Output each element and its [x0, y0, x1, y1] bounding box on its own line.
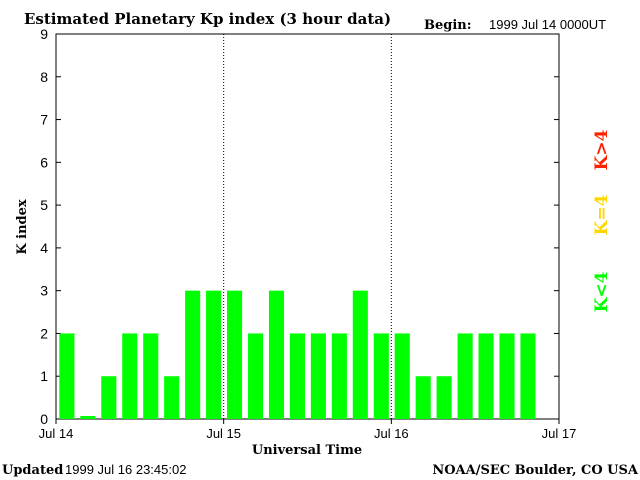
kp-bar	[520, 333, 536, 419]
legend-k-equals-4: K=4	[592, 194, 612, 235]
footer-credit: NOAA/SEC Boulder, CO USA	[432, 463, 639, 478]
x-tick-label: Jul 17	[542, 426, 577, 441]
y-tick-label: 1	[40, 368, 48, 384]
kp-bar	[164, 376, 180, 419]
kp-bar	[478, 333, 494, 419]
kp-bar	[331, 333, 347, 419]
begin-value: 1999 Jul 14 0000UT	[489, 17, 606, 32]
kp-bar	[310, 333, 326, 419]
y-tick-label: 6	[40, 154, 48, 170]
x-tick-label: Jul 16	[374, 426, 409, 441]
begin-label: Begin:	[424, 18, 472, 33]
legend-k-below-4: K<4	[592, 271, 612, 312]
kp-bar	[185, 290, 201, 419]
chart-title: Estimated Planetary Kp index (3 hour dat…	[24, 10, 391, 28]
y-tick-label: 2	[40, 325, 48, 341]
footer-updated-value: 1999 Jul 16 23:45:02	[65, 462, 186, 477]
legend-k-above-4: K>4	[592, 129, 612, 170]
y-tick-label: 8	[40, 69, 48, 85]
kp-bar	[394, 333, 410, 419]
day-separator-lines	[223, 34, 392, 419]
kp-bar	[227, 290, 243, 419]
kp-bar	[268, 290, 285, 419]
y-tick-label: 5	[40, 197, 48, 213]
y-tick-label: 7	[40, 112, 48, 128]
kp-bar	[122, 333, 138, 419]
kp-bar	[59, 333, 75, 419]
kp-bar	[352, 290, 368, 419]
plot-frame	[55, 33, 560, 420]
kp-bar	[80, 416, 96, 419]
y-tick-label: 3	[40, 283, 48, 299]
x-axis-ticks: Jul 14 Jul 15 Jul 16 Jul 17	[39, 419, 577, 441]
kp-bar	[289, 333, 305, 419]
bar-series	[59, 290, 536, 419]
y-tick-label: 0	[40, 411, 48, 427]
kp-bar	[206, 290, 222, 419]
kp-bar	[101, 376, 117, 419]
kp-bar	[499, 333, 515, 419]
y-axis-ticks: 0 1 2 3 4 5 6 7 8 9	[40, 26, 559, 427]
kp-bar	[436, 376, 452, 419]
footer-updated-label: Updated	[2, 463, 63, 478]
kp-bar	[247, 333, 264, 419]
x-tick-label: Jul 15	[206, 426, 241, 441]
x-axis-label: Universal Time	[252, 443, 362, 458]
kp-bar	[373, 333, 389, 419]
kp-bar	[415, 376, 431, 419]
kp-bar	[143, 333, 159, 419]
y-tick-label: 9	[40, 26, 48, 42]
x-tick-label: Jul 14	[39, 426, 74, 441]
y-axis-label: K index	[15, 199, 30, 255]
y-tick-label: 4	[40, 240, 48, 256]
kp-bar	[457, 333, 473, 419]
